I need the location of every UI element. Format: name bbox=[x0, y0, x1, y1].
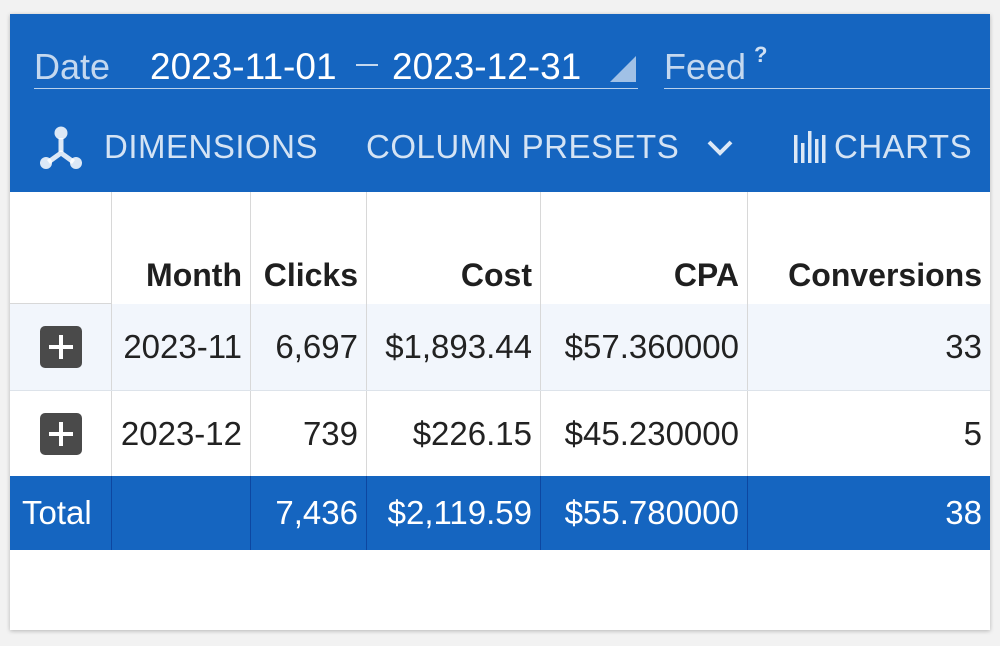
total-row: Total 7,436 $2,119.59 $55.780000 38 bbox=[10, 476, 990, 550]
feed-field[interactable]: Feed ? bbox=[664, 24, 990, 89]
cpa-cell: $45.230000 bbox=[540, 391, 747, 477]
column-presets-label: COLUMN PRESETS bbox=[366, 128, 680, 165]
dimensions-label: DIMENSIONS bbox=[104, 128, 319, 165]
header-conversions[interactable]: Conversions bbox=[747, 192, 990, 304]
conversions-cell: 33 bbox=[747, 304, 990, 390]
expand-row-cell bbox=[10, 304, 111, 390]
feed-label: Feed bbox=[664, 46, 747, 87]
header-cost[interactable]: Cost bbox=[366, 192, 540, 304]
conversions-cell: 5 bbox=[747, 391, 990, 477]
clicks-cell: 6,697 bbox=[250, 304, 366, 390]
report-card: Date 2023-11-01 2023-12-31 Feed ? DIMENS… bbox=[10, 14, 990, 630]
date-to-input[interactable]: 2023-12-31 bbox=[392, 46, 582, 87]
date-from-input[interactable]: 2023-11-01 bbox=[150, 46, 337, 87]
table-row: 2023-11 6,697 $1,893.44 $57.360000 33 bbox=[10, 304, 990, 390]
expand-row-cell bbox=[10, 391, 111, 477]
date-range-field[interactable]: Date 2023-11-01 2023-12-31 bbox=[34, 24, 638, 89]
column-presets-button[interactable]: COLUMN PRESETS bbox=[366, 122, 735, 172]
cost-cell: $1,893.44 bbox=[366, 304, 540, 390]
cpa-cell: $57.360000 bbox=[540, 304, 747, 390]
date-range-separator bbox=[356, 64, 378, 66]
header-clicks[interactable]: Clicks bbox=[250, 192, 366, 304]
cost-cell: $226.15 bbox=[366, 391, 540, 477]
month-cell: 2023-11 bbox=[111, 304, 250, 390]
dimensions-button[interactable]: DIMENSIONS bbox=[38, 122, 318, 172]
dimensions-icon bbox=[38, 124, 84, 170]
month-cell: 2023-12 bbox=[111, 391, 250, 477]
total-cost: $2,119.59 bbox=[366, 476, 540, 550]
plus-icon[interactable] bbox=[39, 413, 82, 455]
plus-icon[interactable] bbox=[39, 326, 82, 368]
report-header: Date 2023-11-01 2023-12-31 Feed ? DIMENS… bbox=[10, 14, 990, 192]
chevron-down-icon bbox=[705, 132, 735, 162]
help-icon[interactable]: ? bbox=[754, 42, 768, 67]
table-header-row: Month Clicks Cost CPA Conversions bbox=[10, 192, 990, 304]
total-cpa: $55.780000 bbox=[540, 476, 747, 550]
resize-handle-icon[interactable] bbox=[610, 56, 636, 82]
bar-chart-icon bbox=[792, 129, 828, 165]
header-expand-col bbox=[10, 192, 111, 304]
date-label: Date bbox=[34, 46, 111, 87]
total-clicks: 7,436 bbox=[250, 476, 366, 550]
total-conversions: 38 bbox=[747, 476, 990, 550]
header-cpa[interactable]: CPA bbox=[540, 192, 747, 304]
charts-label: CHARTS bbox=[834, 128, 973, 165]
clicks-cell: 739 bbox=[250, 391, 366, 477]
charts-button[interactable]: CHARTS bbox=[792, 122, 972, 172]
header-month[interactable]: Month bbox=[111, 192, 250, 304]
total-month-cell bbox=[111, 476, 250, 550]
total-label: Total bbox=[22, 494, 92, 531]
table-row: 2023-12 739 $226.15 $45.230000 5 bbox=[10, 390, 990, 477]
